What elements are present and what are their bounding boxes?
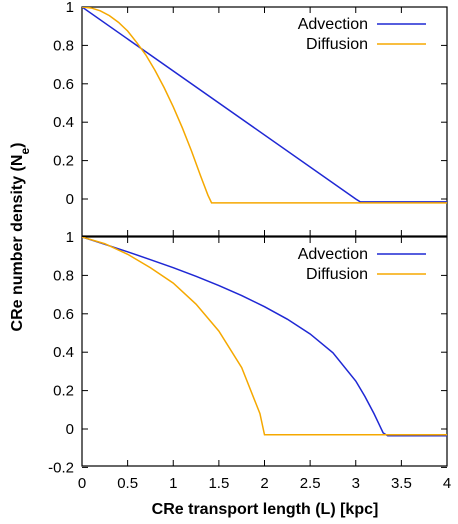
y-tick-label: 0.6 <box>53 76 74 93</box>
y-axis-label: CRe number density (Ne) <box>9 143 32 332</box>
panel-bottom: -0.200.20.40.60.810 0.5 1 1.5 2 2.5 3 3.5 4Advec… <box>48 229 451 492</box>
y-tick-label: 0 <box>66 421 74 438</box>
x-axis-label: CRe transport length (L) [kpc] <box>152 501 379 518</box>
legend-label-advection: Advection <box>298 16 368 33</box>
legend-label-advection: Advection <box>298 246 368 263</box>
y-tick-label: 0.8 <box>53 37 74 54</box>
x-tick-label: 2.5 <box>300 475 321 492</box>
x-tick-label: 3 <box>352 475 360 492</box>
series-line-advection <box>82 7 447 203</box>
y-tick-label: 0.2 <box>53 383 74 400</box>
legend-label-diffusion: Diffusion <box>306 266 368 283</box>
series-line-diffusion <box>82 7 447 204</box>
x-tick-label: 4 <box>443 475 451 492</box>
y-tick-label: 0 <box>66 191 74 208</box>
y-tick-label: 0.6 <box>53 306 74 323</box>
series-line-diffusion <box>82 237 447 436</box>
y-axis-label-subscript: e <box>18 148 32 155</box>
legend-label-diffusion: Diffusion <box>306 36 368 53</box>
y-tick-label: 0.8 <box>53 267 74 284</box>
x-tick-label: 0 <box>78 475 86 492</box>
x-tick-label: 2 <box>260 475 268 492</box>
y-tick-label: 0.2 <box>53 153 74 170</box>
y-tick-label: -0.2 <box>48 459 74 476</box>
x-tick-label: 1 <box>169 475 177 492</box>
x-tick-label: 1.5 <box>208 475 229 492</box>
x-tick-label: 0.5 <box>117 475 138 492</box>
y-tick-label: 1 <box>66 0 74 16</box>
y-tick-label: 1 <box>66 229 74 246</box>
series-line-advection <box>82 237 447 437</box>
x-tick-label: 3.5 <box>391 475 412 492</box>
panel-top: 0 0.2 0.4 0.6 0.8 1 Advection Diffusion <box>53 0 448 237</box>
y-tick-label: 0.4 <box>53 114 74 131</box>
y-tick-label: 0.4 <box>53 344 74 361</box>
